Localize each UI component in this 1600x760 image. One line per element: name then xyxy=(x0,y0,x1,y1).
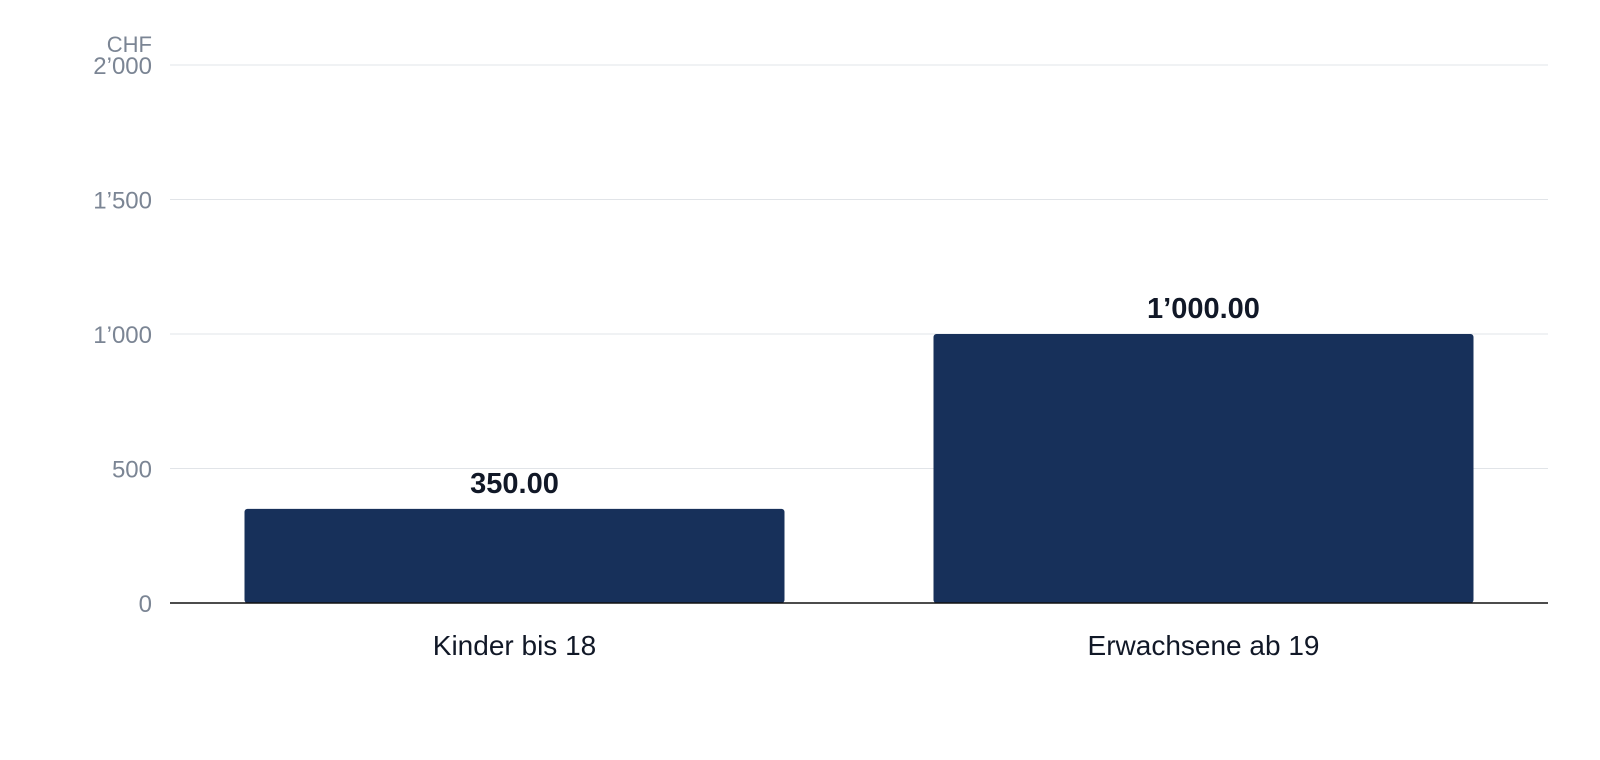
x-tick-label: Kinder bis 18 xyxy=(433,630,596,661)
data-labels: 350.00 1’000.00 xyxy=(470,293,1260,500)
bar xyxy=(244,508,785,603)
x-tick-label: Erwachsene ab 19 xyxy=(1088,630,1320,661)
x-axis-ticks: Kinder bis 18 Erwachsene ab 19 xyxy=(433,630,1320,661)
bars xyxy=(244,334,1474,603)
y-axis-ticks: 0 500 1’000 1’500 2’000 xyxy=(93,53,152,618)
y-tick-label: 1’000 xyxy=(93,322,152,349)
data-label: 1’000.00 xyxy=(1147,293,1260,325)
y-tick-label: 2’000 xyxy=(93,53,152,80)
bar xyxy=(933,334,1474,603)
y-tick-label: 500 xyxy=(112,457,152,484)
data-label: 350.00 xyxy=(470,468,559,500)
y-tick-label: 0 xyxy=(139,591,152,618)
y-tick-label: 1’500 xyxy=(93,188,152,215)
y-axis-unit-label: CHF xyxy=(107,32,152,57)
